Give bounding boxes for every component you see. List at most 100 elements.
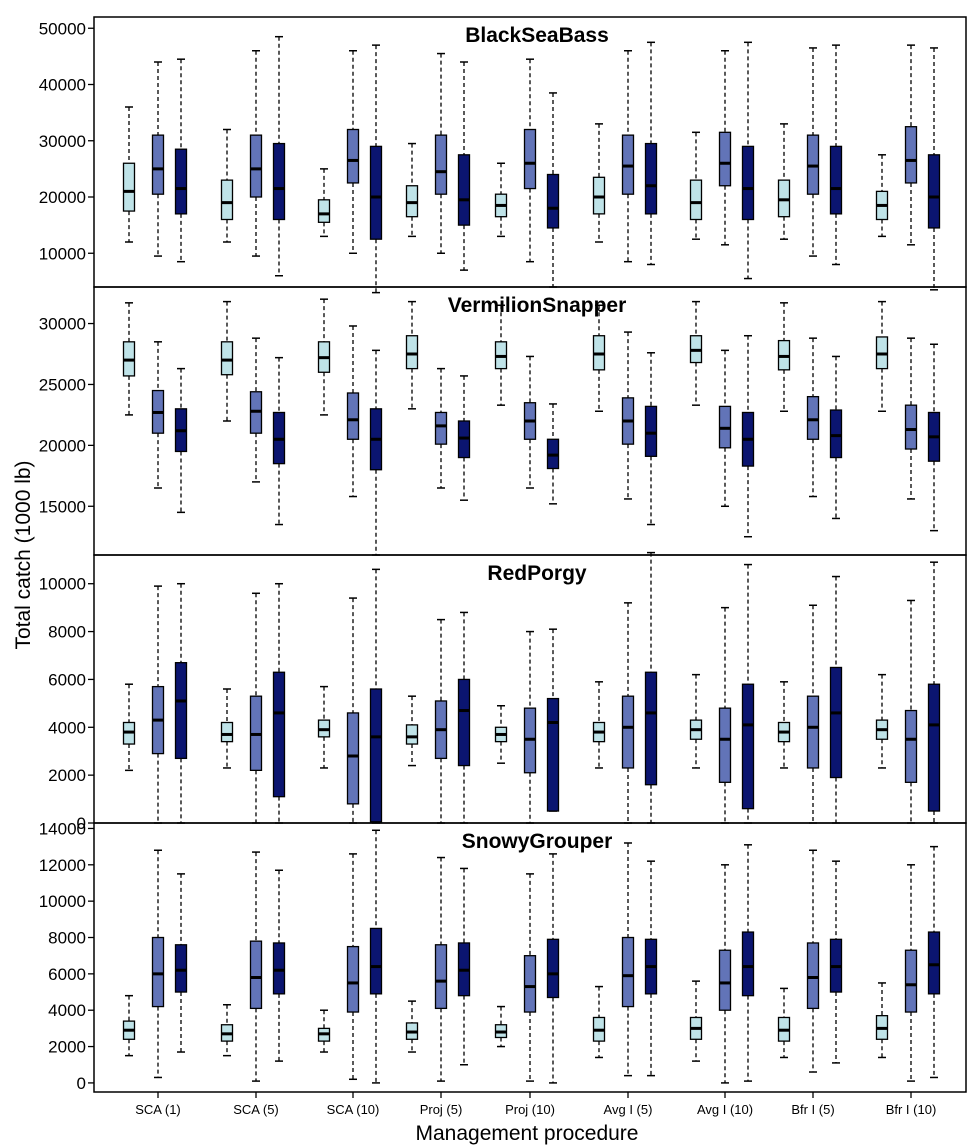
- box: [777, 681, 791, 769]
- box-body: [174, 944, 188, 993]
- box: [317, 685, 331, 769]
- box-body: [904, 404, 918, 450]
- box-body: [174, 662, 188, 760]
- box-body: [434, 134, 448, 195]
- box-body: [904, 126, 918, 184]
- box-body: [346, 945, 360, 1013]
- y-axis-title: Total catch (1000 lb): [12, 460, 35, 649]
- box: [220, 688, 234, 769]
- box-body: [546, 173, 560, 229]
- box: [369, 829, 383, 1084]
- box: [434, 618, 448, 824]
- box-body: [405, 724, 419, 745]
- box: [875, 673, 889, 769]
- box: [122, 994, 136, 1057]
- panel: 10000 20000 30000 40000 50000 BlackSeaBass: [39, 16, 967, 294]
- box: [904, 44, 918, 246]
- box: [494, 705, 508, 764]
- box-body: [927, 931, 941, 995]
- panel-title: BlackSeaBass: [465, 24, 609, 47]
- box-body: [346, 712, 360, 805]
- box-body: [829, 666, 843, 779]
- box-body: [122, 162, 136, 212]
- box: [689, 300, 703, 406]
- box-body: [523, 955, 537, 1013]
- box: [806, 849, 820, 1073]
- box-body: [644, 671, 658, 786]
- box: [644, 352, 658, 526]
- x-axis: SCA (1) SCA (5) SCA (10) Proj (5) Proj (10) A…: [135, 1092, 936, 1117]
- box: [904, 864, 918, 1082]
- box-body: [829, 145, 843, 215]
- box: [523, 630, 537, 824]
- box: [434, 856, 448, 1082]
- box: [621, 602, 635, 824]
- box: [523, 355, 537, 489]
- box: [174, 58, 188, 263]
- box: [829, 575, 843, 824]
- y-tick-label: 0: [77, 1074, 86, 1093]
- box-body: [346, 392, 360, 440]
- box: [741, 334, 755, 538]
- box-body: [369, 688, 383, 823]
- box: [592, 123, 606, 243]
- box: [689, 131, 703, 240]
- y-tick-label: 2000: [48, 766, 86, 785]
- box: [249, 851, 263, 1082]
- box: [122, 302, 136, 416]
- panel: 15000 20000 25000 30000 VermilionSnapper: [39, 286, 967, 556]
- box-body: [249, 940, 263, 1010]
- box: [592, 681, 606, 769]
- box: [829, 355, 843, 520]
- box: [434, 367, 448, 489]
- box-body: [621, 936, 635, 1008]
- box: [741, 41, 755, 280]
- box: [546, 628, 560, 812]
- box-body: [546, 697, 560, 812]
- box-body: [457, 678, 471, 767]
- panel: 0 2000 4000 6000 8000 10000 RedPorgy: [39, 551, 967, 833]
- box: [405, 142, 419, 238]
- box: [644, 551, 658, 824]
- x-axis-title: Management procedure: [416, 1122, 639, 1145]
- box-body: [644, 142, 658, 215]
- panel: 0 2000 4000 6000 8000 10000 12000 14000 SnowyGro…: [39, 819, 967, 1093]
- y-tick-label: 10000: [39, 244, 86, 263]
- x-tick-label: Avg I (10): [697, 1102, 753, 1117]
- x-tick-label: Bfr I (5): [791, 1102, 834, 1117]
- panel-title: SnowyGrouper: [462, 830, 613, 853]
- box: [457, 375, 471, 501]
- y-tick-label: 15000: [39, 497, 86, 516]
- x-tick-label: Proj (5): [420, 1102, 463, 1117]
- box: [369, 44, 383, 294]
- box: [249, 50, 263, 257]
- box-body: [317, 199, 331, 223]
- y-tick-label: 0: [77, 814, 86, 833]
- box: [806, 337, 820, 498]
- box-body: [829, 409, 843, 459]
- y-tick-label: 10000: [39, 892, 86, 911]
- box-body: [272, 942, 286, 995]
- box: [523, 58, 537, 263]
- box-body: [806, 942, 820, 1010]
- box: [494, 304, 508, 406]
- box: [151, 61, 165, 257]
- box: [927, 47, 941, 291]
- y-tick-label: 6000: [48, 965, 86, 984]
- y-tick-label: 20000: [39, 436, 86, 455]
- box: [718, 349, 732, 508]
- box: [457, 867, 471, 1066]
- box: [494, 162, 508, 238]
- box-body: [904, 709, 918, 783]
- box: [434, 52, 448, 254]
- box: [546, 853, 560, 1084]
- box-body: [806, 395, 820, 440]
- x-tick-label: Proj (10): [505, 1102, 555, 1117]
- box: [875, 154, 889, 238]
- box: [317, 168, 331, 238]
- box-body: [220, 341, 234, 376]
- box: [405, 695, 419, 767]
- box: [689, 673, 703, 769]
- box: [829, 44, 843, 266]
